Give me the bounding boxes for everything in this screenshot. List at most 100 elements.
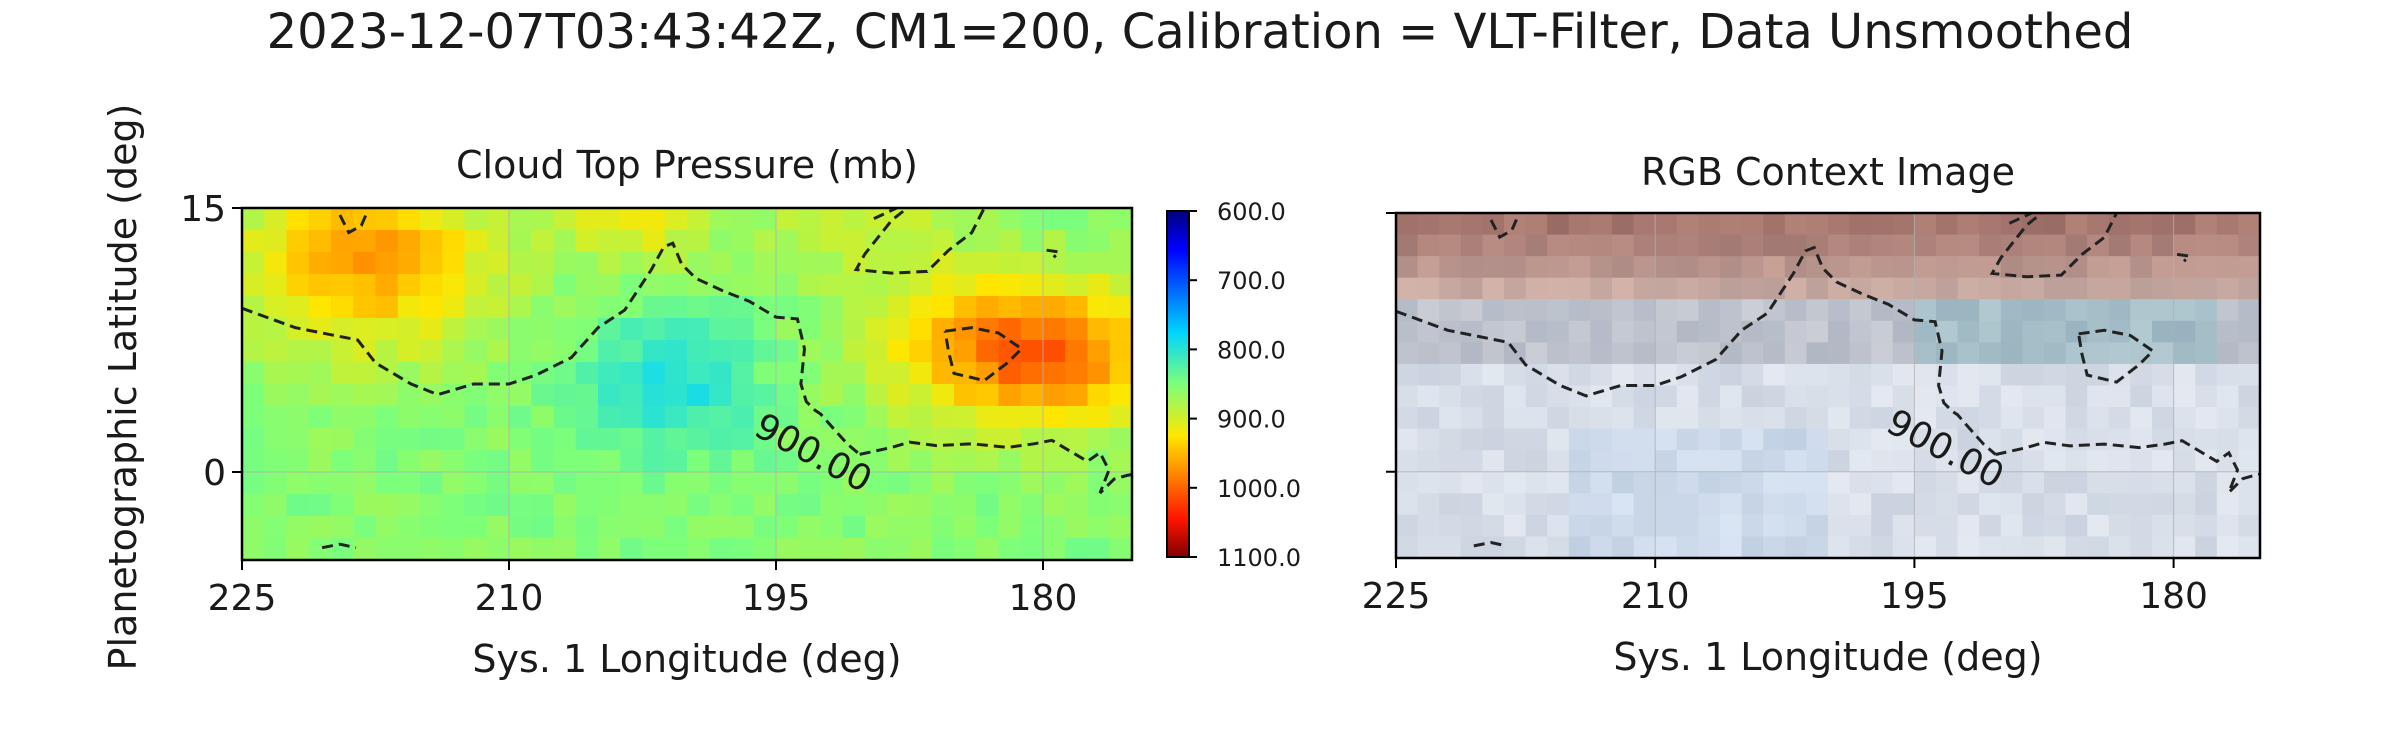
heatmap-cell: [1633, 450, 1656, 473]
heatmap-cell: [1828, 234, 1851, 257]
heatmap-cell: [2022, 514, 2045, 538]
heatmap-cell: [1590, 363, 1613, 387]
heatmap-cell: [776, 208, 799, 231]
heatmap-cell: [397, 538, 421, 560]
heatmap-cell: [998, 494, 1022, 517]
heatmap-cell: [2130, 363, 2153, 387]
heatmap-cell: [842, 340, 866, 363]
heatmap-cell: [976, 560, 999, 583]
heatmap-cell: [1396, 320, 1419, 343]
heatmap-cell: [1698, 277, 1721, 300]
heatmap-cell: [687, 450, 710, 473]
heatmap-cell: [1065, 318, 1089, 341]
heatmap-cell: [2260, 429, 2282, 451]
heatmap-cell: [1828, 320, 1851, 343]
heatmap-cell: [2238, 342, 2260, 365]
heatmap-cell: [2260, 235, 2282, 257]
heatmap-cell: [1698, 471, 1721, 494]
heatmap-cell: [976, 362, 1000, 385]
heatmap-cell: [1504, 256, 1527, 279]
heatmap-cell: [464, 274, 488, 297]
heatmap-cell: [308, 538, 332, 560]
heatmap-cell: [1785, 558, 1807, 580]
heatmap-cell: [331, 472, 354, 495]
heatmap-cell: [2195, 342, 2218, 365]
heatmap-cell: [531, 230, 555, 253]
heatmap-cell: [353, 560, 376, 583]
heatmap-cell: [1504, 385, 1527, 408]
heatmap-cell: [486, 494, 510, 517]
heatmap-cell: [375, 274, 399, 297]
heatmap-cell: [1460, 213, 1483, 236]
heatmap-cell: [486, 472, 510, 495]
heatmap-cell: [1087, 230, 1111, 253]
heatmap-cell: [1547, 428, 1570, 451]
heatmap-cell: [308, 406, 332, 429]
heatmap-cell: [2260, 450, 2282, 472]
heatmap-cell: [1439, 471, 1462, 494]
heatmap-cell: [909, 538, 933, 560]
heatmap-cell: [576, 560, 599, 583]
heatmap-cell: [976, 472, 1000, 495]
heatmap-cell: [1698, 493, 1721, 516]
heatmap-cell: [887, 428, 911, 451]
heatmap-cell: [353, 384, 377, 407]
heatmap-cell: [1655, 213, 1678, 236]
heatmap-cell: [331, 450, 354, 473]
heatmap-cell: [1698, 407, 1721, 430]
rgb-panel: RGB Context Image 225 210 195 180 Sys. 1 Lo…: [1362, 150, 2282, 679]
heatmap-cell: [954, 560, 977, 583]
heatmap-cell: [1109, 516, 1132, 539]
heatmap-cell: [998, 318, 1022, 341]
heatmap-cell: [1087, 538, 1111, 560]
heatmap-cell: [1590, 213, 1613, 236]
heatmap-cell: [1849, 234, 1872, 257]
heatmap-cell: [2195, 428, 2218, 451]
heatmap-cell: [1763, 471, 1786, 494]
heatmap-cell: [1525, 514, 1548, 538]
heatmap-cell: [1525, 450, 1548, 473]
heatmap-cell: [820, 208, 844, 231]
heatmap-cell: [2260, 536, 2282, 558]
heatmap-cell: [1720, 428, 1743, 451]
heatmap-cell: [954, 296, 977, 319]
heatmap-cell: [998, 296, 1022, 319]
heatmap-cell: [776, 296, 799, 319]
heatmap-cell: [1396, 277, 1419, 300]
heatmap-cell: [1396, 256, 1419, 279]
heatmap-cell: [998, 252, 1022, 275]
heatmap-cell: [976, 516, 1000, 539]
heatmap-cell: [1936, 320, 1959, 343]
heatmap-cell: [420, 208, 443, 231]
x-tick-label: 180: [2139, 576, 2208, 617]
heatmap-cell: [1633, 277, 1656, 300]
heatmap-cell: [1871, 407, 1894, 430]
heatmap-cell: [331, 516, 354, 539]
heatmap-cell: [1612, 299, 1635, 322]
heatmap-cell: [464, 472, 488, 495]
heatmap-cell: [842, 406, 866, 429]
heatmap-cell: [820, 340, 844, 363]
heatmap-cell: [1936, 536, 1959, 558]
heatmap-cell: [1806, 256, 1829, 279]
heatmap-cell: [1504, 558, 1526, 580]
heatmap-cell: [1871, 514, 1894, 538]
heatmap-cell: [486, 230, 510, 253]
heatmap-cell: [509, 494, 532, 517]
heatmap-cell: [1936, 277, 1959, 300]
heatmap-cell: [887, 296, 911, 319]
heatmap-cell: [976, 406, 1000, 429]
heatmap-cell: [2065, 450, 2088, 473]
heatmap-cell: [242, 516, 265, 539]
heatmap-cell: [1892, 385, 1915, 408]
heatmap-cell: [1828, 407, 1851, 430]
heatmap-cell: [509, 516, 532, 539]
heatmap-cell: [1676, 385, 1699, 408]
heatmap-cell: [264, 516, 288, 539]
heatmap-cell: [1828, 256, 1851, 279]
heatmap-cell: [753, 472, 777, 495]
heatmap-cell: [1547, 213, 1570, 236]
heatmap-cell: [865, 472, 888, 495]
heatmap-cell: [2260, 299, 2282, 321]
